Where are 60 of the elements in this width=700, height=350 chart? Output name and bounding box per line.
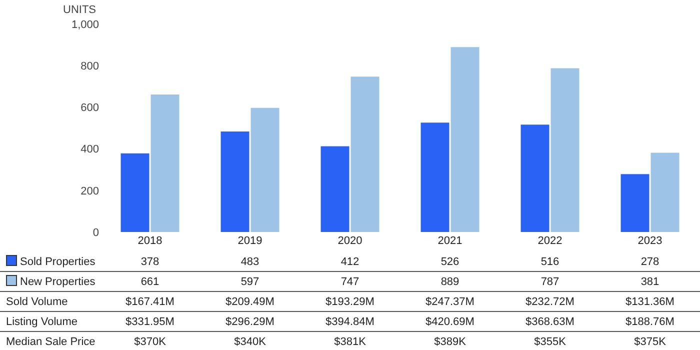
data-label: 597 <box>200 272 300 292</box>
data-label: 787 <box>500 272 600 292</box>
text: $381K <box>300 332 400 350</box>
text: $131.36M <box>600 292 700 312</box>
bar <box>550 68 580 232</box>
text: $296.29M <box>200 312 300 332</box>
data-label: 381 <box>600 272 700 292</box>
bar <box>520 124 550 232</box>
bar <box>120 153 150 232</box>
text: $355K <box>500 332 600 350</box>
text: $389K <box>400 332 500 350</box>
bar <box>650 152 680 232</box>
text: $340K <box>200 332 300 350</box>
y-axis-title: UNITS <box>63 4 96 16</box>
text: $375K <box>600 332 700 350</box>
bar <box>320 146 350 232</box>
text: $247.37M <box>400 292 500 312</box>
bar <box>420 122 450 232</box>
text: $368.63M <box>500 312 600 332</box>
text: $188.76M <box>600 312 700 332</box>
x-tick-label: 2021 <box>438 235 462 247</box>
legend-label: New Properties <box>20 276 96 288</box>
text: $370K <box>100 332 200 350</box>
x-tick-label: 2018 <box>138 235 162 247</box>
bar <box>250 108 280 232</box>
y-tick-label: 200 <box>80 185 99 198</box>
text: $331.95M <box>100 312 200 332</box>
x-tick-label: 2023 <box>638 235 662 247</box>
y-tick-label: 800 <box>80 60 99 72</box>
text: $193.29M <box>300 292 400 312</box>
data-label: 278 <box>600 252 700 272</box>
y-tick-label: 1,000 <box>71 18 99 31</box>
text: Listing Volume <box>6 316 78 328</box>
data-label: 526 <box>400 252 500 272</box>
text: $209.49M <box>200 292 300 312</box>
data-label: 483 <box>200 252 300 272</box>
text: $394.84M <box>300 312 400 332</box>
y-tick-label: 400 <box>80 144 99 156</box>
data-label: 378 <box>100 252 200 272</box>
bar <box>150 94 180 232</box>
bar <box>620 174 650 232</box>
legend-label: Sold Properties <box>20 256 96 268</box>
y-tick-label: 0 <box>92 226 99 239</box>
text: Median Sale Price <box>6 336 96 348</box>
y-tick-label: 600 <box>80 102 99 114</box>
bar <box>350 76 380 232</box>
data-label: 889 <box>400 272 500 292</box>
x-tick-label: 2019 <box>238 235 262 247</box>
data-label: 747 <box>300 272 400 292</box>
bar <box>450 47 480 232</box>
text: $420.69M <box>400 312 500 332</box>
bar <box>220 132 250 232</box>
data-label: 661 <box>100 272 200 292</box>
data-label: 516 <box>500 252 600 272</box>
data-label: 412 <box>300 252 400 272</box>
text: $232.72M <box>500 292 600 312</box>
text: $167.41M <box>100 292 200 312</box>
x-tick-label: 2020 <box>338 235 362 247</box>
x-tick-label: 2022 <box>538 235 562 247</box>
text: Sold Volume <box>6 296 68 308</box>
